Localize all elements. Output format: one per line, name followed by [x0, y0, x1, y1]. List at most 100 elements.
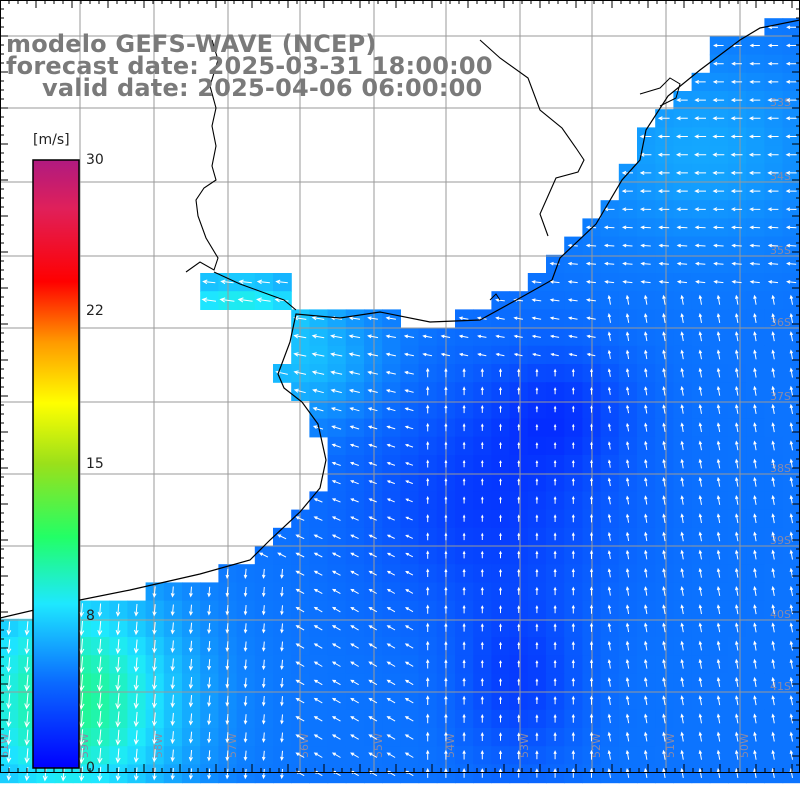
wind-arrow [170, 694, 175, 708]
wind-arrow [152, 694, 157, 709]
wind-arrow [644, 367, 648, 378]
wind-arrow [786, 280, 797, 284]
wind-vector-field [6, 25, 797, 782]
wind-arrow [698, 422, 703, 433]
wind-arrow [716, 640, 721, 651]
wind-arrow [462, 459, 466, 468]
wind-arrow [531, 280, 542, 284]
wind-arrow [680, 513, 684, 524]
lat-label: 37S [770, 390, 791, 403]
wind-arrow [480, 586, 484, 595]
wind-arrow [535, 732, 539, 741]
wind-arrow [680, 349, 684, 360]
wind-arrow [404, 389, 414, 393]
wind-arrow [735, 385, 739, 396]
colorbar-tick-22: 22 [86, 303, 104, 319]
wind-arrow [349, 407, 360, 412]
wind-arrow [785, 116, 797, 121]
wind-arrow [6, 693, 12, 710]
wind-arrow [425, 767, 430, 778]
wind-arrow [662, 604, 666, 615]
wind-arrow [499, 478, 502, 486]
wind-arrow [350, 588, 359, 595]
wind-arrow [385, 352, 397, 357]
wind-arrow [680, 294, 684, 305]
wind-arrow [553, 368, 557, 377]
wind-arrow [675, 152, 688, 157]
lon-label: 57W [226, 733, 239, 758]
wind-arrow [462, 731, 466, 742]
wind-arrow [535, 496, 539, 504]
wind-arrow [313, 752, 323, 758]
wind-arrow [348, 316, 361, 321]
wind-arrow [662, 658, 666, 669]
wind-arrow [444, 640, 448, 651]
wind-arrow [330, 370, 343, 375]
wind-arrow [405, 534, 414, 539]
wind-arrow [735, 549, 739, 560]
lagoon-inlet [639, 77, 681, 107]
wind-arrow [188, 731, 194, 744]
wind-arrow [331, 552, 341, 558]
wind-arrow [97, 656, 103, 674]
wind-arrow [553, 423, 557, 431]
wind-arrow [480, 677, 484, 686]
wind-arrow [386, 734, 396, 740]
wind-arrow [607, 349, 612, 359]
wind-arrow [753, 513, 757, 524]
wind-arrow [405, 498, 413, 503]
wind-arrow [170, 731, 175, 745]
wind-arrow [771, 494, 775, 505]
wind-arrow [785, 152, 797, 157]
wind-arrow [277, 552, 287, 558]
wind-arrow [698, 385, 703, 396]
wind-arrow [462, 367, 466, 378]
wind-arrow [698, 294, 703, 305]
wind-arrow [680, 404, 684, 414]
wind-arrow [517, 550, 521, 559]
wind-arrow [517, 623, 521, 632]
wind-arrow [607, 459, 612, 468]
wind-arrow [676, 98, 688, 103]
wind-arrow [405, 552, 414, 558]
wind-arrow [753, 495, 757, 505]
wind-arrow [444, 459, 448, 468]
wind-arrow [713, 243, 724, 248]
wind-arrow [753, 585, 757, 596]
wind-arrow [280, 677, 284, 689]
wind-arrow [644, 404, 648, 414]
wind-arrow [753, 695, 757, 706]
wind-arrow [444, 477, 448, 486]
wind-arrow [295, 552, 305, 558]
wind-arrow [607, 294, 612, 305]
wind-arrow [480, 605, 484, 614]
wind-arrow [480, 478, 484, 486]
wind-arrow [680, 385, 684, 396]
wind-arrow [753, 403, 757, 414]
wind-arrow [405, 462, 414, 466]
wind-arrow [295, 661, 305, 667]
wind-arrow [462, 568, 466, 577]
wind-arrow [662, 731, 666, 742]
wind-arrow [694, 207, 706, 212]
wind-arrow [735, 476, 739, 487]
wind-arrow [680, 531, 684, 542]
wind-arrow [698, 586, 703, 596]
wind-arrow [24, 729, 30, 746]
wind-arrow [444, 386, 448, 396]
wind-arrow [644, 586, 648, 596]
wind-arrow [243, 659, 248, 671]
wind-arrow [79, 620, 85, 636]
wind-arrow [749, 79, 761, 84]
wind-arrow [188, 658, 194, 671]
wind-arrow [426, 622, 430, 632]
wind-arrow [662, 495, 666, 505]
wind-arrow [735, 294, 739, 305]
wind-arrow [243, 568, 248, 579]
wind-arrow [331, 661, 341, 667]
wind-arrow [735, 586, 739, 596]
wind-arrow [680, 658, 684, 669]
wind-arrow [6, 748, 12, 764]
wind-arrow [785, 134, 797, 139]
wind-arrow [243, 677, 248, 689]
